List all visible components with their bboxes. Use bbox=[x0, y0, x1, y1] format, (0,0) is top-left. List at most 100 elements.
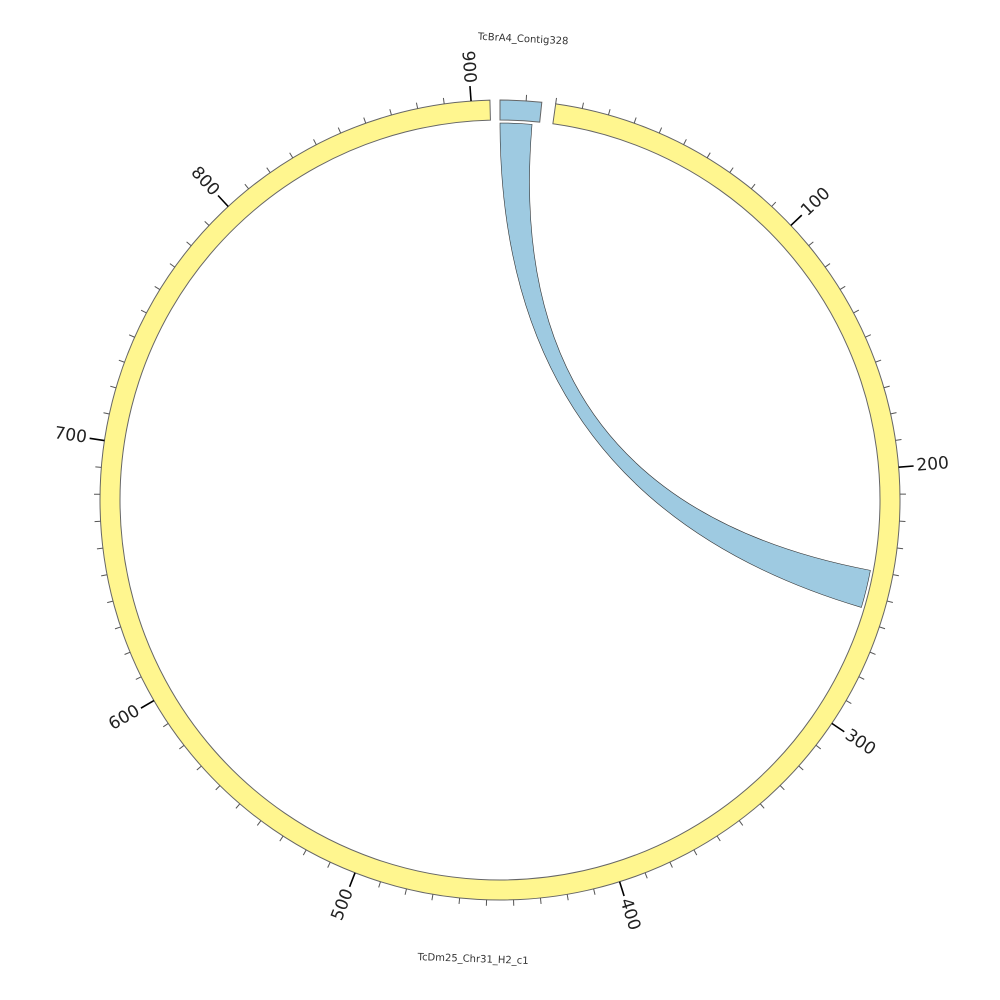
minor-tick bbox=[706, 152, 711, 159]
minor-tick bbox=[169, 263, 176, 268]
minor-tick bbox=[128, 334, 135, 338]
minor-tick bbox=[162, 723, 169, 728]
minor-tick bbox=[266, 167, 271, 173]
ticks: 100 200 300 400 500 600 700 800 900 bbox=[53, 50, 950, 933]
minor-tick bbox=[154, 285, 161, 290]
minor-tick bbox=[633, 117, 637, 124]
major-tick bbox=[898, 465, 914, 469]
minor-tick bbox=[759, 803, 765, 809]
minor-tick bbox=[135, 676, 142, 680]
minor-tick bbox=[738, 820, 744, 826]
minor-tick bbox=[313, 139, 317, 145]
minor-tick bbox=[539, 897, 542, 904]
minor-tick bbox=[140, 309, 147, 314]
minor-tick bbox=[869, 651, 876, 655]
minor-tick bbox=[892, 574, 899, 577]
tick-label: 600 bbox=[105, 701, 143, 735]
minor-tick bbox=[593, 888, 596, 895]
tick-label: 700 bbox=[53, 423, 88, 448]
minor-tick bbox=[244, 183, 250, 190]
minor-tick bbox=[886, 600, 893, 603]
minor-tick bbox=[644, 872, 648, 879]
major-tick bbox=[831, 722, 845, 733]
major-tick bbox=[790, 214, 803, 227]
minor-tick bbox=[458, 897, 461, 904]
minor-tick bbox=[186, 241, 192, 247]
minor-tick bbox=[114, 626, 121, 630]
links bbox=[499, 122, 871, 608]
tick-label: 100 bbox=[797, 184, 834, 221]
tick-label: 200 bbox=[916, 453, 950, 476]
major-tick bbox=[348, 872, 356, 888]
minor-tick bbox=[875, 359, 882, 363]
minor-tick bbox=[107, 600, 114, 604]
minor-tick bbox=[289, 152, 294, 159]
minor-tick bbox=[883, 385, 890, 389]
minor-tick bbox=[895, 439, 902, 441]
minor-tick bbox=[839, 285, 846, 290]
minor-tick bbox=[378, 881, 381, 888]
minor-tick bbox=[103, 412, 110, 415]
segment-label-contig: TcBrA4_Contig328 bbox=[477, 32, 569, 48]
minor-tick bbox=[363, 117, 367, 124]
minor-tick bbox=[327, 861, 331, 868]
major-tick bbox=[469, 86, 472, 102]
major-tick bbox=[140, 699, 155, 709]
segment-label-chromosome: TcDm25_Chr31_H2_c1 bbox=[416, 952, 528, 967]
minor-tick bbox=[607, 109, 611, 116]
minor-tick bbox=[658, 127, 663, 134]
minor-tick bbox=[96, 547, 103, 550]
minor-tick bbox=[815, 744, 822, 750]
minor-tick bbox=[110, 385, 117, 389]
minor-tick bbox=[750, 183, 756, 190]
minor-tick bbox=[124, 651, 131, 655]
tick-label: 400 bbox=[615, 896, 644, 933]
minor-tick bbox=[581, 102, 584, 109]
link-ribbon bbox=[499, 122, 871, 608]
minor-tick bbox=[693, 849, 698, 856]
minor-tick bbox=[845, 700, 852, 704]
minor-tick bbox=[566, 894, 569, 901]
minor-tick bbox=[215, 785, 221, 791]
minor-tick bbox=[669, 861, 673, 868]
labels: TcBrA4_Contig328 TcDm25_Chr31_H2_c1 bbox=[416, 32, 568, 967]
minor-tick bbox=[865, 334, 872, 338]
minor-tick bbox=[897, 547, 904, 550]
minor-tick bbox=[256, 820, 262, 826]
minor-tick bbox=[683, 139, 687, 145]
tick-label: 300 bbox=[841, 725, 879, 760]
minor-tick bbox=[415, 102, 419, 109]
minor-tick bbox=[879, 626, 886, 630]
segment-contig bbox=[499, 99, 543, 123]
minor-tick bbox=[771, 201, 777, 207]
minor-tick bbox=[302, 849, 307, 856]
major-tick bbox=[89, 437, 105, 442]
major-tick bbox=[217, 194, 229, 208]
minor-tick bbox=[235, 803, 241, 809]
minor-tick bbox=[824, 263, 831, 268]
minor-tick bbox=[118, 359, 125, 363]
segment-chromosome bbox=[99, 99, 901, 901]
minor-tick bbox=[389, 109, 392, 116]
minor-tick bbox=[779, 785, 785, 791]
minor-tick bbox=[716, 835, 721, 842]
major-tick bbox=[618, 881, 625, 897]
minor-tick bbox=[337, 127, 342, 134]
minor-tick bbox=[858, 676, 865, 680]
minor-tick bbox=[442, 97, 445, 104]
minor-tick bbox=[890, 412, 897, 415]
tick-label: 500 bbox=[327, 886, 357, 923]
minor-tick bbox=[431, 894, 434, 901]
minor-tick bbox=[279, 835, 284, 842]
tick-label: 900 bbox=[457, 50, 479, 84]
minor-tick bbox=[196, 765, 202, 771]
minor-tick bbox=[853, 309, 860, 314]
segments bbox=[99, 99, 901, 901]
minor-tick bbox=[555, 97, 557, 104]
minor-tick bbox=[808, 241, 814, 247]
tick-label: 800 bbox=[187, 163, 224, 200]
minor-tick bbox=[204, 221, 210, 226]
minor-tick bbox=[404, 888, 407, 895]
minor-tick bbox=[179, 744, 185, 750]
minor-tick bbox=[798, 765, 804, 771]
